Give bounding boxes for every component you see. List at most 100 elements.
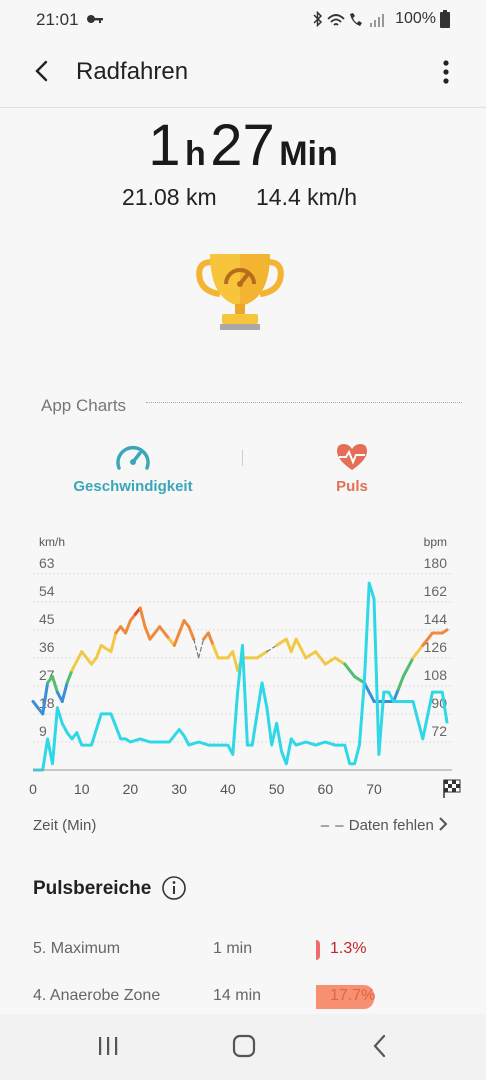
x-tick-label: 50	[269, 781, 285, 797]
x-tick-label: 10	[74, 781, 90, 797]
distance-value: 21.08 km	[122, 184, 217, 210]
back-nav-icon[interactable]	[370, 1034, 390, 1058]
pulse-line-segment	[411, 643, 425, 660]
pulse-line-segment	[70, 650, 84, 672]
speed-line	[33, 581, 449, 772]
appbar-divider	[0, 107, 486, 108]
status-bar: 21:01 100%	[0, 0, 486, 40]
pulse-line-segment	[255, 650, 269, 660]
pulse-line-segment	[65, 668, 74, 685]
right-tick-label: 108	[424, 667, 448, 683]
pulse-line-segment	[109, 631, 118, 654]
more-options-icon[interactable]	[436, 58, 456, 86]
pulse-line-segment	[206, 631, 215, 647]
pulse-line-segment	[31, 699, 45, 716]
x-tick-label: 20	[123, 781, 139, 797]
x-tick-label: 70	[366, 781, 382, 797]
workout-duration: 1 h 27 Min	[0, 112, 486, 179]
missing-data-legend[interactable]: – – Daten fehlen	[321, 817, 448, 834]
finish-flag-icon	[443, 779, 461, 798]
x-axis-label: Zeit (Min)	[33, 817, 97, 834]
right-tick-label: 72	[431, 723, 447, 739]
pulse-line-segment	[187, 625, 196, 641]
zone-time: 14 min	[213, 987, 262, 1004]
pulse-line-segment	[362, 681, 376, 703]
key-icon	[87, 15, 103, 23]
status-icons	[313, 11, 384, 28]
page-title: Radfahren	[76, 58, 189, 85]
pulse-line-segment	[396, 675, 405, 691]
duration-minutes: 27	[210, 113, 275, 178]
zone-percent: 17.7%	[330, 987, 376, 1004]
speed-value: 14.4 km/h	[256, 184, 357, 210]
right-tick-label: 162	[424, 583, 448, 599]
system-nav-bar	[0, 1014, 486, 1080]
speedometer-icon	[116, 445, 150, 470]
pulse-line-segment	[401, 656, 415, 679]
pulse-line-segment	[353, 675, 366, 685]
pulse-line-segment	[421, 631, 435, 647]
pulse-line-segment	[143, 625, 152, 641]
pulse-line-segment	[124, 619, 132, 635]
duration-hours: 1	[148, 113, 181, 178]
section-title: App Charts	[41, 396, 127, 415]
zone-name: 5. Maximum	[33, 940, 121, 957]
x-tick-label: 60	[318, 781, 334, 797]
home-icon[interactable]	[231, 1034, 257, 1058]
left-tick-label: 54	[39, 583, 55, 599]
zone-row-anaerobe: 4. Anaerobe Zone 14 min 17.7%	[0, 985, 486, 1017]
status-time: 21:01	[36, 10, 79, 29]
pulse-line-segment	[294, 637, 308, 660]
right-tick-label: 126	[424, 639, 448, 655]
trophy-icon	[196, 254, 284, 330]
battery-percent: 100%	[395, 10, 436, 27]
left-tick-label: 18	[39, 695, 55, 711]
pulse-line-segment	[304, 650, 318, 660]
pulse-line-segment	[333, 656, 347, 666]
pulse-line-segment	[50, 675, 59, 694]
pulse-line-segment	[193, 638, 200, 659]
pulse-line-segment	[266, 644, 278, 653]
pulse-line-segment	[392, 687, 400, 703]
pulse-line-segment	[343, 662, 357, 679]
pulse-line-segment	[177, 619, 186, 635]
pulse-line-segment	[80, 650, 93, 666]
duration-hours-unit: h	[184, 135, 206, 173]
pulse-line-segment	[211, 643, 220, 660]
pulse-line-segment	[158, 625, 171, 641]
left-tick-label: 36	[39, 639, 55, 655]
pulse-line-segment	[138, 606, 147, 629]
pulse-line-segment	[94, 643, 103, 660]
x-tick-label: 40	[220, 781, 236, 797]
zone-name: 4. Anaerobe Zone	[33, 987, 161, 1004]
back-arrow-icon[interactable]	[30, 58, 56, 84]
recent-apps-icon[interactable]	[96, 1034, 120, 1058]
left-tick-label: 63	[39, 555, 55, 571]
left-tick-label: 9	[39, 723, 47, 739]
tab-speed-label: Geschwindigkeit	[73, 478, 193, 495]
section-divider	[146, 402, 462, 403]
pulse-line-segment	[99, 643, 113, 654]
zone-bar	[316, 940, 320, 960]
info-icon[interactable]	[162, 876, 186, 900]
pulse-line-segment	[60, 681, 69, 703]
right-tick-label: 144	[424, 611, 448, 627]
left-axis-unit: km/h	[39, 535, 65, 549]
x-tick-label: 30	[171, 781, 187, 797]
pulse-line-segment	[284, 637, 293, 654]
pulse-line-segment	[231, 650, 240, 672]
duration-minutes-unit: Min	[279, 135, 338, 173]
pulse-line-segment	[289, 637, 298, 654]
pulse-line-segment	[314, 650, 327, 666]
missing-data-label: Daten fehlen	[348, 817, 434, 834]
right-tick-label: 180	[424, 555, 448, 571]
app-bar: Radfahren	[0, 40, 486, 106]
zone-row-maximum: 5. Maximum 1 min 1.3%	[0, 940, 486, 970]
pulse-line-segment	[323, 656, 337, 666]
pulse-line-segment	[148, 625, 162, 641]
pulse-line-segment	[440, 628, 449, 635]
zone-percent: 1.3%	[330, 940, 367, 957]
tab-pulse-label: Puls	[336, 478, 368, 495]
pulse-line-segment	[172, 631, 181, 647]
